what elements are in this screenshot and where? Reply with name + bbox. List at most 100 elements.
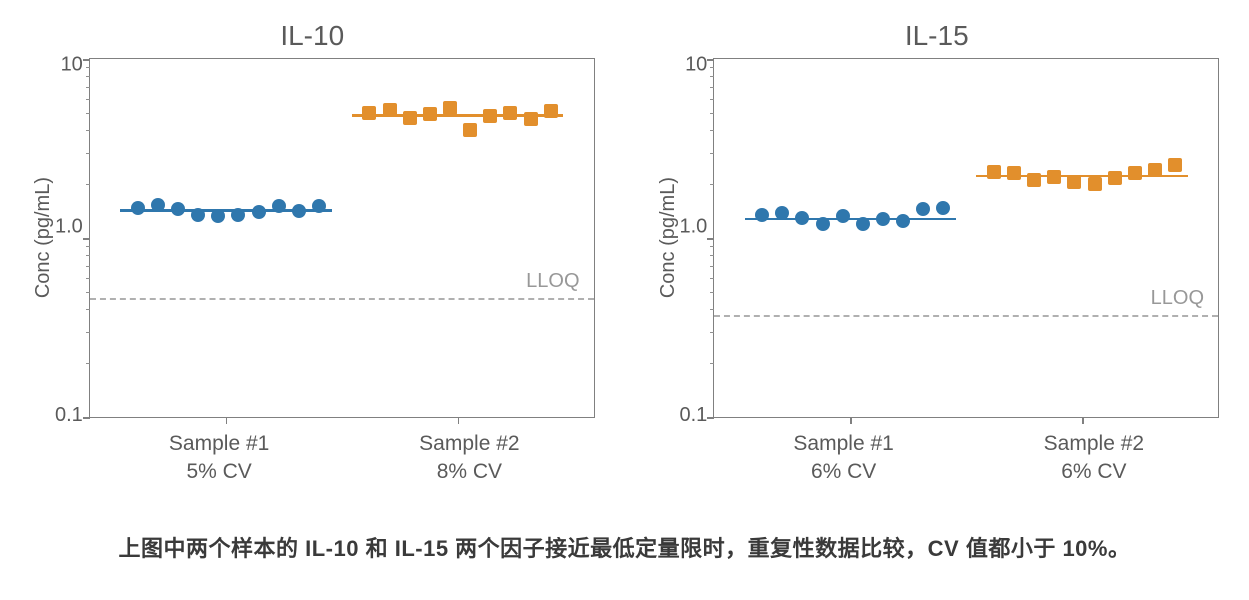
chart-panel: IL-10 Conc (pg/mL) 10 1.0 0.1 LLOQ Sample #15%… <box>30 20 595 487</box>
data-point <box>816 217 830 231</box>
data-point <box>292 204 306 218</box>
data-point <box>463 123 477 137</box>
y-minor-tick <box>710 113 714 114</box>
chart-panel: IL-15 Conc (pg/mL) 10 1.0 0.1 LLOQ Sample #16%… <box>655 20 1220 487</box>
data-point <box>856 217 870 231</box>
plot-area: LLOQ <box>89 58 595 418</box>
cv-label: 8% CV <box>344 458 594 486</box>
data-point <box>443 101 457 115</box>
y-tick-label: 0.1 <box>680 404 708 427</box>
data-point <box>936 201 950 215</box>
x-tick <box>226 417 228 424</box>
data-point <box>1007 166 1021 180</box>
data-point <box>1108 171 1122 185</box>
data-point <box>896 214 910 228</box>
lloq-line <box>714 315 1218 317</box>
y-axis-label: Conc (pg/mL) <box>655 177 680 298</box>
y-tick-label: 1.0 <box>680 215 708 238</box>
data-point <box>483 109 497 123</box>
x-tick <box>850 417 852 424</box>
data-point <box>312 199 326 213</box>
y-minor-tick <box>710 99 714 100</box>
data-point <box>876 212 890 226</box>
data-point <box>916 202 930 216</box>
x-label-group: Sample #15% CV <box>94 430 344 487</box>
y-minor-tick <box>86 76 90 77</box>
x-axis-labels: Sample #15% CVSample #28% CV <box>94 430 595 487</box>
data-point <box>151 198 165 212</box>
sample-label: Sample #2 <box>969 430 1219 458</box>
y-minor-tick <box>710 292 714 293</box>
plot-area: LLOQ <box>713 58 1219 418</box>
y-minor-tick <box>710 266 714 267</box>
y-axis-label: Conc (pg/mL) <box>30 177 55 298</box>
y-major-tick <box>83 238 90 240</box>
x-axis-labels: Sample #16% CVSample #26% CV <box>719 430 1220 487</box>
y-minor-tick <box>86 246 90 247</box>
y-minor-tick <box>710 184 714 185</box>
y-minor-tick <box>86 309 90 310</box>
y-minor-tick <box>86 292 90 293</box>
data-point <box>1067 175 1081 189</box>
y-minor-tick <box>710 332 714 333</box>
data-point <box>987 165 1001 179</box>
y-major-tick <box>707 238 714 240</box>
series-mean-line <box>745 218 957 221</box>
data-point <box>1047 170 1061 184</box>
y-major-tick <box>707 417 714 419</box>
data-point <box>383 103 397 117</box>
lloq-label: LLOQ <box>526 270 579 293</box>
data-point <box>252 205 266 219</box>
y-major-tick <box>83 59 90 61</box>
y-minor-tick <box>86 130 90 131</box>
y-tick-label: 0.1 <box>55 404 83 427</box>
y-minor-tick <box>710 363 714 364</box>
data-point <box>544 104 558 118</box>
cv-label: 5% CV <box>94 458 344 486</box>
chart-title: IL-15 <box>655 20 1220 52</box>
x-tick <box>458 417 460 424</box>
data-point <box>362 106 376 120</box>
data-point <box>423 107 437 121</box>
y-tick-label: 10 <box>61 53 83 76</box>
data-point <box>524 112 538 126</box>
sample-label: Sample #1 <box>719 430 969 458</box>
y-minor-tick <box>710 309 714 310</box>
data-point <box>211 209 225 223</box>
data-point <box>171 202 185 216</box>
y-minor-tick <box>86 363 90 364</box>
y-minor-tick <box>710 153 714 154</box>
y-minor-tick <box>86 67 90 68</box>
lloq-line <box>90 298 594 300</box>
y-major-tick <box>83 417 90 419</box>
x-label-group: Sample #28% CV <box>344 430 594 487</box>
data-point <box>775 206 789 220</box>
y-minor-tick <box>710 130 714 131</box>
chart-title: IL-10 <box>30 20 595 52</box>
data-point <box>795 211 809 225</box>
sample-label: Sample #1 <box>94 430 344 458</box>
y-minor-tick <box>86 113 90 114</box>
data-point <box>1027 173 1041 187</box>
y-minor-tick <box>86 332 90 333</box>
y-major-tick <box>707 59 714 61</box>
y-tick-label: 10 <box>685 53 707 76</box>
x-label-group: Sample #26% CV <box>969 430 1219 487</box>
y-tick-label: 1.0 <box>55 215 83 238</box>
y-minor-tick <box>86 87 90 88</box>
data-point <box>1088 177 1102 191</box>
x-tick <box>1082 417 1084 424</box>
cv-label: 6% CV <box>969 458 1219 486</box>
y-minor-tick <box>86 266 90 267</box>
y-minor-tick <box>710 76 714 77</box>
data-point <box>191 208 205 222</box>
lloq-label: LLOQ <box>1151 287 1204 310</box>
y-minor-tick <box>710 278 714 279</box>
sample-label: Sample #2 <box>344 430 594 458</box>
y-minor-tick <box>86 99 90 100</box>
y-minor-tick <box>86 255 90 256</box>
data-point <box>503 106 517 120</box>
y-minor-tick <box>86 278 90 279</box>
data-point <box>131 201 145 215</box>
y-minor-tick <box>86 153 90 154</box>
